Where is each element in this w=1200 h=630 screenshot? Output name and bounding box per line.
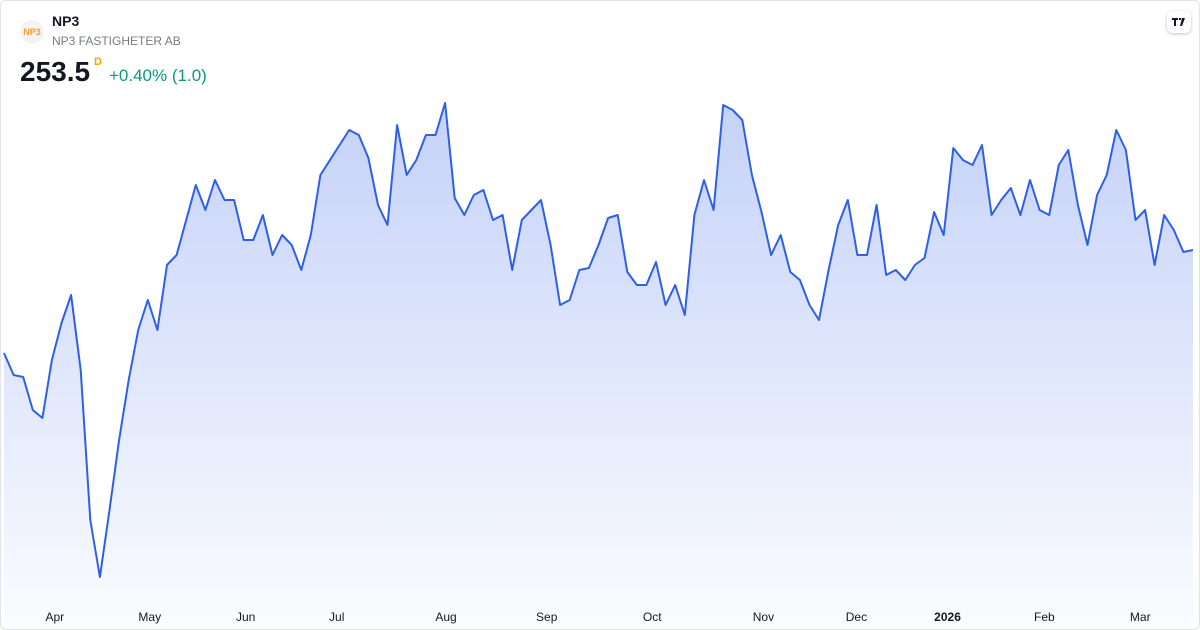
x-tick-label: 2026 [934, 610, 961, 624]
x-tick-label: Nov [753, 610, 774, 624]
x-tick-label: Oct [643, 610, 662, 624]
price-line [3, 102, 1194, 578]
x-tick-label: Dec [846, 610, 867, 624]
brand-icon[interactable] [1167, 11, 1191, 33]
x-tick-label: May [138, 610, 161, 624]
logo: NP3 [20, 20, 44, 44]
x-tick-label: Mar [1130, 610, 1151, 624]
x-tick-label: Sep [536, 610, 558, 624]
x-tick-label: Jun [236, 610, 255, 624]
company-name: NP3 FASTIGHETER AB [52, 34, 181, 48]
area-fill [4, 103, 1193, 629]
brand-glyph [1172, 18, 1185, 26]
x-tick-label: Apr [45, 610, 64, 624]
interval: D [94, 56, 102, 68]
price-change: +0.40% (1.0) [109, 66, 207, 85]
x-tick-label: Feb [1034, 610, 1055, 624]
x-tick-label: Aug [435, 610, 456, 624]
symbol: NP3 [52, 13, 80, 29]
price: 253.5 [20, 56, 91, 87]
x-tick-label: Jul [329, 610, 344, 624]
